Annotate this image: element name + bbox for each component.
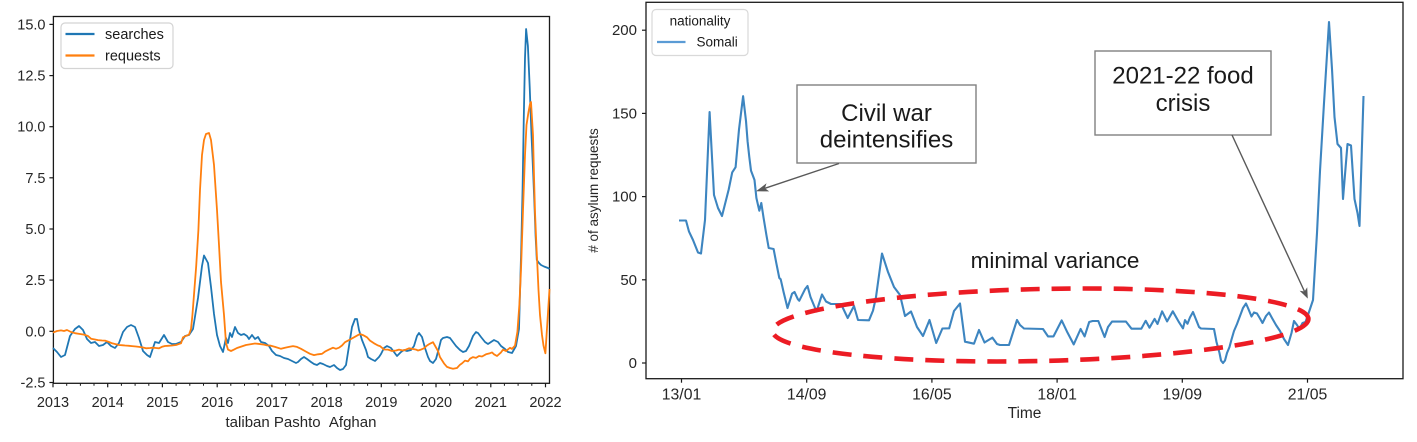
svg-text:Civil war: Civil war [841,100,932,127]
svg-text:Time: Time [1008,405,1042,422]
svg-text:# of asylum requests: # of asylum requests [586,128,601,253]
svg-text:2020: 2020 [420,395,452,411]
svg-text:Somali: Somali [697,35,738,50]
svg-text:10.0: 10.0 [17,120,45,136]
svg-text:nationality: nationality [670,14,731,29]
svg-text:requests: requests [105,48,161,64]
svg-text:minimal variance: minimal variance [971,248,1140,273]
svg-text:2017: 2017 [256,395,288,411]
svg-text:150: 150 [612,105,637,122]
svg-text:0: 0 [629,355,637,372]
svg-text:19/09: 19/09 [1163,387,1203,404]
svg-text:15.0: 15.0 [17,17,45,33]
svg-text:2016: 2016 [201,395,233,411]
svg-text:taliban Pashto Afghan: taliban Pashto Afghan [226,414,377,431]
svg-text:2015: 2015 [146,395,178,411]
svg-text:16/05: 16/05 [912,387,952,404]
svg-text:2.5: 2.5 [25,273,45,289]
svg-text:7.5: 7.5 [25,171,45,187]
svg-text:50: 50 [620,272,637,289]
svg-text:-2.5: -2.5 [21,376,46,392]
svg-text:2014: 2014 [92,395,124,411]
svg-text:100: 100 [612,189,637,206]
svg-text:18/01: 18/01 [1037,387,1077,404]
svg-text:5.0: 5.0 [25,222,45,238]
svg-text:12.5: 12.5 [17,69,45,85]
svg-text:2013: 2013 [37,395,69,411]
svg-text:2021: 2021 [475,395,507,411]
svg-text:deintensifies: deintensifies [820,127,953,154]
svg-text:2022: 2022 [529,395,561,411]
svg-text:2019: 2019 [365,395,397,411]
svg-text:21/05: 21/05 [1288,387,1328,404]
svg-text:searches: searches [105,27,164,43]
svg-text:0.0: 0.0 [25,324,45,340]
svg-text:crisis: crisis [1156,90,1211,117]
svg-text:2018: 2018 [310,395,342,411]
svg-text:200: 200 [612,22,637,39]
svg-text:13/01: 13/01 [662,387,702,404]
svg-text:14/09: 14/09 [787,387,827,404]
svg-text:2021-22 food: 2021-22 food [1112,63,1253,90]
